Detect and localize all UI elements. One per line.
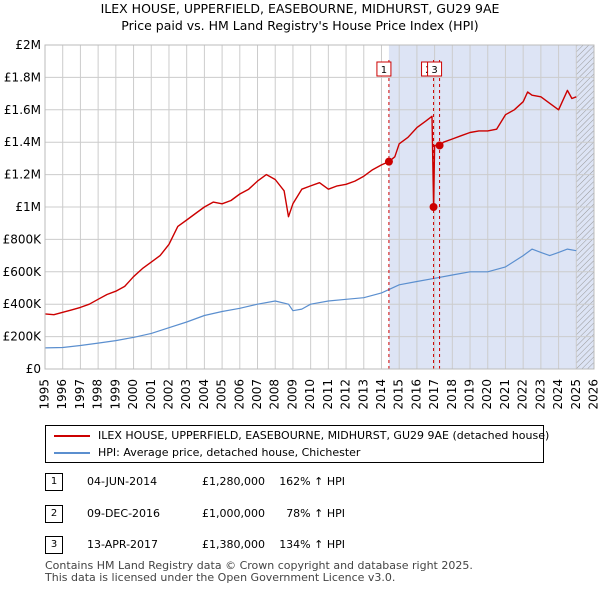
legend-label-hpi: HPI: Average price, detached house, Chic…: [98, 446, 361, 459]
transaction-date: 04-JUN-2014: [87, 475, 158, 488]
transaction-hpi-change: 162% ↑ HPI: [279, 475, 345, 488]
chart-title-address: ILEX HOUSE, UPPERFIELD, EASEBOURNE, MIDH…: [100, 1, 500, 16]
x-tick-label: 2000: [126, 379, 140, 410]
sale-label-box: [376, 61, 392, 77]
x-tick-label: 2008: [268, 379, 282, 410]
transaction-marker: 3: [45, 536, 63, 554]
property-price-line: [45, 89, 577, 316]
y-tick-label: £400K: [3, 297, 43, 311]
x-tick-label: 2015: [392, 379, 406, 410]
x-tick-label: 2018: [445, 379, 459, 410]
transaction-hpi-change: 134% ↑ HPI: [279, 538, 345, 551]
price-chart: 123 £0£200K£400K£600K£800K£1M£1.2M£1.4M£…: [3, 38, 600, 410]
x-tick-label: 2014: [374, 379, 388, 410]
y-tick-label: £600K: [3, 265, 43, 279]
transaction-price: £1,000,000: [202, 507, 265, 520]
sale-label: 3: [431, 65, 437, 76]
x-tick-label: 2025: [569, 379, 583, 410]
y-tick-label: £1.4M: [4, 135, 41, 149]
x-tick-label: 2001: [144, 379, 158, 410]
y-tick-label: £800K: [3, 232, 43, 246]
sale-point: [384, 157, 393, 166]
x-tick-label: 2024: [551, 379, 565, 410]
transaction-marker: 2: [45, 505, 63, 523]
y-tick-label: £2M: [15, 38, 41, 52]
x-tick-label: 1996: [55, 379, 69, 410]
sale-point: [435, 141, 444, 150]
transaction-date: 09-DEC-2016: [87, 507, 161, 520]
x-tick-label: 1999: [108, 379, 122, 410]
x-tick-label: 1995: [38, 379, 52, 410]
transaction-price: £1,380,000: [202, 538, 265, 551]
x-tick-label: 2010: [303, 379, 317, 410]
transaction-date: 13-APR-2017: [87, 538, 159, 551]
x-tick-label: 2006: [232, 379, 246, 410]
legend-item-hpi: HPI: Average price, detached house, Chic…: [54, 445, 360, 461]
legend-swatch-property: [54, 435, 90, 437]
transaction-hpi-change: 78% ↑ HPI: [286, 507, 345, 520]
x-tick-label: 2005: [215, 379, 229, 410]
x-tick-label: 2004: [197, 379, 211, 410]
x-tick-label: 2003: [179, 379, 193, 410]
y-tick-label: £200K: [3, 330, 43, 344]
x-tick-label: 2013: [356, 379, 370, 410]
x-tick-label: 2011: [321, 379, 335, 410]
hpi-line: [45, 248, 577, 349]
x-tick-label: 2019: [463, 379, 477, 410]
x-tick-label: 2002: [161, 379, 175, 410]
x-tick-label: 1997: [73, 379, 87, 410]
y-tick-label: £1.2M: [4, 168, 41, 182]
y-tick-label: £0: [26, 362, 41, 376]
transaction-price: £1,280,000: [202, 475, 265, 488]
x-tick-label: 2016: [409, 379, 423, 410]
footer-licence: This data is licensed under the Open Gov…: [45, 571, 396, 584]
y-tick-label: £1M: [15, 200, 41, 214]
sale-point: [429, 203, 438, 211]
transaction-marker: 1: [45, 473, 63, 491]
y-tick-label: £1.6M: [4, 103, 41, 117]
x-tick-label: 2021: [498, 379, 512, 410]
x-tick-label: 2017: [427, 379, 441, 410]
legend-swatch-hpi: [54, 452, 90, 454]
sale-label: 1: [381, 65, 387, 76]
x-tick-label: 2020: [480, 379, 494, 410]
x-tick-label: 1998: [91, 379, 105, 410]
legend-label-property: ILEX HOUSE, UPPERFIELD, EASEBOURNE, MIDH…: [98, 429, 550, 442]
sale-label-box: [427, 61, 443, 77]
x-tick-label: 2023: [533, 379, 547, 410]
x-tick-label: 2022: [516, 379, 530, 410]
x-tick-label: 2026: [587, 379, 600, 410]
chart-legend: ILEX HOUSE, UPPERFIELD, EASEBOURNE, MIDH…: [45, 425, 549, 463]
plot-border: [44, 44, 595, 370]
x-tick-label: 2009: [285, 379, 299, 410]
chart-subtitle: Price paid vs. HM Land Registry's House …: [121, 18, 479, 33]
legend-item-property: ILEX HOUSE, UPPERFIELD, EASEBOURNE, MIDH…: [54, 428, 549, 444]
footer-copyright: Contains HM Land Registry data © Crown c…: [45, 559, 473, 572]
x-tick-label: 2007: [250, 379, 264, 410]
y-tick-label: £1.8M: [4, 70, 41, 84]
x-tick-label: 2012: [339, 379, 353, 410]
